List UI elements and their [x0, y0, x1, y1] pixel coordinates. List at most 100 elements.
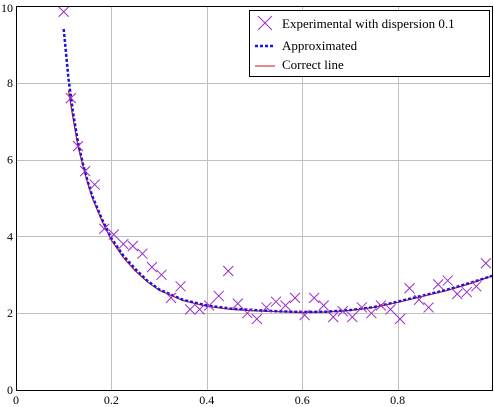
scatter-point: [470, 280, 482, 292]
scatter-point-stroke: [251, 313, 263, 325]
legend: Experimental with dispersion 0.1 Approxi…: [249, 10, 490, 77]
scatter-point: [72, 140, 84, 152]
scatter-point-stroke: [79, 165, 91, 177]
scatter-point: [156, 269, 167, 281]
scatter-point-stroke: [432, 279, 444, 290]
scatter-point-stroke: [404, 282, 415, 294]
scatter-point-stroke: [98, 223, 110, 235]
scatter-point-stroke: [461, 286, 473, 298]
scatter-point: [270, 296, 282, 308]
scatter-point-stroke: [375, 300, 387, 311]
scatter-point: [413, 294, 425, 306]
scatter-point: [165, 292, 177, 304]
y-tick-label: 10: [1, 1, 13, 15]
scatter-point-stroke: [356, 302, 368, 313]
scatter-point-stroke: [480, 257, 492, 269]
y-tick-label: 2: [7, 306, 13, 320]
scatter-point: [385, 304, 396, 315]
scatter-point: [89, 179, 101, 190]
legend-label-experimental: Experimental with dispersion 0.1: [282, 16, 455, 31]
scatter-point-stroke: [318, 300, 330, 311]
scatter-point: [137, 248, 148, 260]
scatter-point-stroke: [232, 298, 244, 309]
scatter-point-stroke: [327, 311, 339, 323]
scatter-point: [213, 290, 225, 302]
scatter-point: [203, 300, 215, 311]
scatter-point: [394, 313, 406, 325]
scatter-point-stroke: [289, 292, 301, 304]
scatter-point-stroke: [241, 307, 253, 319]
legend-marker-stroke: [257, 15, 273, 31]
scatter-point-stroke: [270, 296, 282, 308]
series-line-approximated: [62, 28, 494, 314]
legend-box: [249, 10, 490, 77]
scatter-point-stroke: [194, 304, 205, 315]
scatter-point-stroke: [184, 304, 196, 315]
legend-label-correct: Correct line: [282, 57, 344, 72]
x-axis: 0 0.2 0.4 0.6 0.8: [13, 393, 405, 407]
scatter-point-stroke: [222, 265, 234, 277]
y-tick-label: 6: [7, 153, 13, 167]
legend-marker-experimental: [257, 15, 273, 31]
y-axis: 0 2 4 6 8 10: [1, 1, 13, 397]
scatter-point-stroke: [89, 179, 101, 190]
scatter-point: [432, 279, 444, 290]
scatter-point: [232, 298, 244, 309]
scatter-point: [356, 302, 368, 313]
scatter-point-stroke: [165, 292, 177, 304]
scatter-point-stroke: [470, 280, 482, 292]
scatter-point: [58, 6, 70, 18]
scatter-point-stroke: [127, 240, 139, 252]
scatter-point: [442, 275, 454, 286]
scatter-point-stroke: [451, 288, 463, 300]
scatter-point-stroke: [65, 92, 77, 104]
plot-area: [58, 6, 494, 325]
scatter-point-stroke: [156, 269, 167, 281]
scatter-point-stroke: [299, 309, 310, 321]
scatter-point: [480, 257, 492, 269]
scatter-point-stroke: [423, 302, 434, 313]
scatter-point-stroke: [146, 261, 158, 273]
scatter-point: [146, 261, 158, 273]
scatter-point-stroke: [137, 248, 148, 260]
scatter-point-stroke: [385, 304, 396, 315]
scatter-point-stroke: [308, 292, 320, 304]
y-tick-label: 0: [7, 383, 13, 397]
scatter-point: [289, 292, 301, 304]
scatter-point-stroke: [175, 280, 186, 292]
scatter-point: [98, 223, 110, 235]
scatter-point-stroke: [108, 229, 120, 240]
scatter-point: [127, 240, 139, 252]
scatter-point: [251, 313, 263, 325]
scatter-point-stroke: [58, 6, 70, 18]
scatter-point-stroke: [203, 300, 215, 311]
series-line-correct: [67, 90, 494, 314]
scatter-point: [346, 311, 358, 323]
scatter-point: [241, 307, 253, 319]
scatter-point-stroke: [346, 311, 358, 323]
scatter-point: [327, 311, 339, 323]
legend-label-approximated: Approximated: [282, 38, 358, 53]
scatter-point-stroke: [442, 275, 454, 286]
scatter-point: [299, 309, 310, 321]
scatter-point-stroke: [394, 313, 406, 325]
scatter-point-stroke: [213, 290, 225, 302]
plot-frame: [16, 6, 493, 391]
scatter-point: [404, 282, 415, 294]
scatter-point: [318, 300, 330, 311]
x-tick-label: 0.8: [390, 393, 405, 407]
x-tick-label: 0.2: [104, 393, 119, 407]
scatter-point-stroke: [261, 302, 272, 313]
scatter-point-stroke: [337, 305, 349, 317]
scatter-point: [451, 288, 463, 300]
scatter-point: [79, 165, 91, 177]
scatter-point: [117, 238, 129, 250]
scatter-point: [65, 92, 77, 104]
x-tick-label: 0.4: [199, 393, 214, 407]
scatter-point: [308, 292, 320, 304]
scatter-point: [194, 304, 205, 315]
y-tick-label: 4: [7, 229, 13, 243]
x-tick-label: 0: [13, 393, 19, 407]
scatter-point: [337, 305, 349, 317]
